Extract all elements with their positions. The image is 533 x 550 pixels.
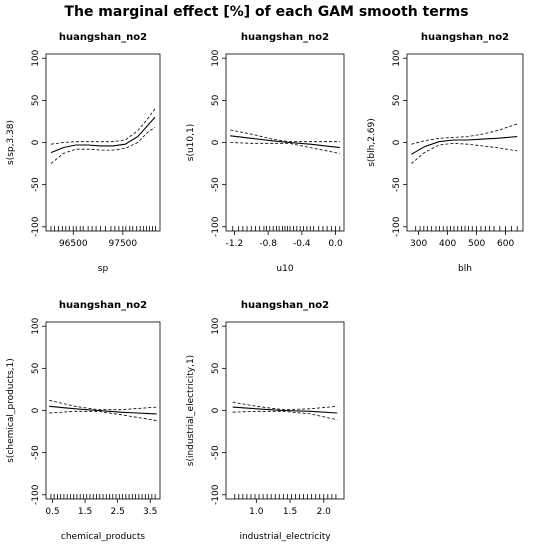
y-tick-label: -100 xyxy=(211,484,221,505)
upper-confidence-line xyxy=(49,400,157,411)
panel-title: huangshan_no2 xyxy=(241,32,329,43)
y-tick-label: -50 xyxy=(31,445,41,460)
x-tick-label: 97500 xyxy=(109,239,138,249)
upper-confidence-line xyxy=(50,108,156,145)
y-tick-label: 100 xyxy=(211,49,221,66)
smooth-fit-line xyxy=(49,405,157,415)
lower-confidence-line xyxy=(50,126,156,164)
y-tick-label: 100 xyxy=(392,49,402,66)
smooth-panel-4: huangshan_no2 -100 -50 0 50 100 0.5 1.5 2.5 3.5 ch… xyxy=(6,300,161,542)
upper-confidence-line xyxy=(232,401,338,411)
x-tick-label: 500 xyxy=(468,239,485,249)
y-tick-label: -50 xyxy=(392,177,402,192)
panel-title: huangshan_no2 xyxy=(241,300,329,311)
smooth-panel-3: huangshan_no2 -100 -50 0 50 100 300 400 500 600 bl… xyxy=(367,32,524,274)
y-tick-label: 50 xyxy=(392,94,402,106)
upper-confidence-line xyxy=(230,129,340,143)
y-axis-label: s(sp,3.38) xyxy=(6,120,16,165)
smooth-fit-line xyxy=(230,135,340,149)
x-tick-label: -0.4 xyxy=(293,239,311,249)
y-tick-label: 50 xyxy=(31,362,41,374)
y-tick-label: -100 xyxy=(31,484,41,505)
x-tick-label: 96500 xyxy=(59,239,88,249)
figure-title: The marginal effect [%] of each GAM smoo… xyxy=(64,4,469,20)
y-tick-label: 0 xyxy=(31,407,41,413)
lower-confidence-line xyxy=(230,142,340,154)
y-tick-label: 0 xyxy=(211,407,221,413)
y-tick-label: 100 xyxy=(211,317,221,334)
x-tick-label: 3.5 xyxy=(143,507,157,517)
y-tick-label: -100 xyxy=(392,216,402,237)
x-tick-label: 300 xyxy=(410,239,427,249)
x-tick-label: 2.0 xyxy=(317,507,332,517)
y-tick-label: 100 xyxy=(31,49,41,66)
panel-title: huangshan_no2 xyxy=(59,32,147,43)
x-tick-label: 0.0 xyxy=(328,239,343,249)
y-tick-label: 0 xyxy=(31,139,41,145)
smooth-fit-line xyxy=(411,136,518,155)
upper-confidence-line xyxy=(411,123,518,145)
y-tick-label: -50 xyxy=(31,177,41,192)
y-tick-label: 50 xyxy=(211,362,221,374)
x-tick-label: 1.5 xyxy=(283,507,297,517)
y-tick-label: 50 xyxy=(211,94,221,106)
y-tick-label: -50 xyxy=(211,177,221,192)
y-tick-label: 0 xyxy=(211,139,221,145)
x-tick-label: 1.5 xyxy=(78,507,92,517)
x-tick-label: -1.2 xyxy=(226,239,244,249)
y-tick-label: -100 xyxy=(31,216,41,237)
x-axis-label: u10 xyxy=(276,264,293,274)
x-tick-label: 0.5 xyxy=(45,507,59,517)
x-axis-label: sp xyxy=(98,264,109,274)
x-tick-label: 600 xyxy=(497,239,514,249)
x-tick-label: -0.8 xyxy=(259,239,277,249)
y-tick-label: 0 xyxy=(392,139,402,145)
x-tick-label: 2.5 xyxy=(110,507,124,517)
x-axis-label: blh xyxy=(458,264,472,274)
smooth-fit-line xyxy=(50,116,156,154)
y-tick-label: -100 xyxy=(211,216,221,237)
smooth-panel-2: huangshan_no2 -100 -50 0 50 100 -1.2 -0.8 -0.4 0.… xyxy=(186,32,345,274)
lower-confidence-line xyxy=(411,142,518,164)
y-axis-label: s(chemical_products,1) xyxy=(6,358,16,463)
lower-confidence-line xyxy=(49,410,157,421)
smooth-panel-5: huangshan_no2 -100 -50 0 50 100 1.0 1.5 2.0 indus… xyxy=(186,300,345,542)
x-tick-label: 400 xyxy=(439,239,456,249)
y-axis-label: s(industrial_electricity,1) xyxy=(186,355,196,466)
panel-title: huangshan_no2 xyxy=(421,32,509,43)
y-axis-label: s(u10,1) xyxy=(186,124,196,161)
x-tick-label: 1.0 xyxy=(249,507,264,517)
panel-title: huangshan_no2 xyxy=(59,300,147,311)
lower-confidence-line xyxy=(232,410,338,421)
smooth-panel-1: huangshan_no2 -100 -50 0 50 100 96500 97500 sp s(… xyxy=(6,32,161,274)
y-tick-label: -50 xyxy=(211,445,221,460)
smooth-fit-line xyxy=(232,406,338,414)
x-axis-label: industrial_electricity xyxy=(239,532,331,542)
x-axis-label: chemical_products xyxy=(61,532,146,542)
plot-frame xyxy=(406,53,524,232)
y-tick-label: 50 xyxy=(31,94,41,106)
y-tick-label: 100 xyxy=(31,317,41,334)
y-axis-label: s(blh,2.69) xyxy=(367,118,377,167)
